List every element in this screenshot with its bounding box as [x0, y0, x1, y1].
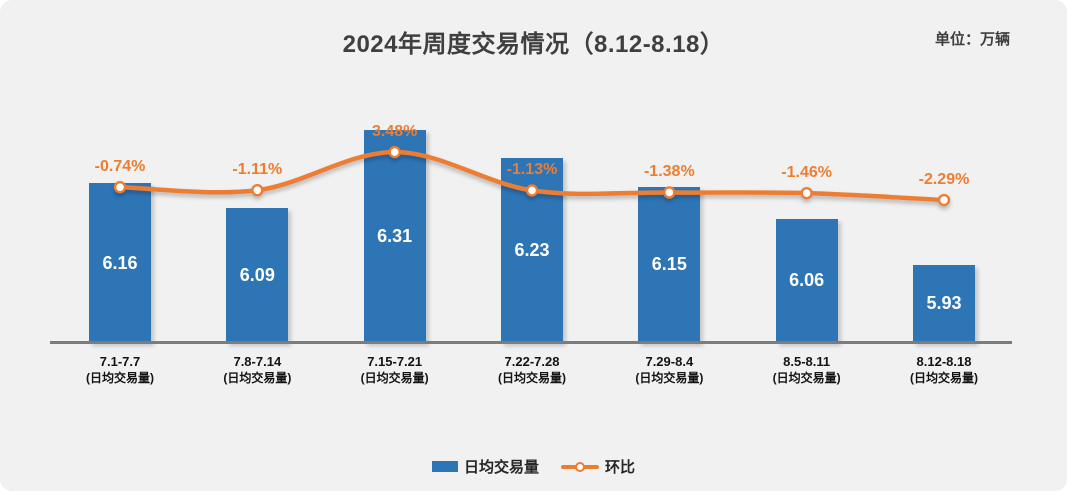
bar: 6.31 [363, 130, 426, 343]
x-axis-label: 7.15-7.21 (日均交易量) [325, 353, 465, 387]
x-axis-label-range: 7.22-7.28 [504, 354, 560, 369]
x-axis-label-sub: (日均交易量) [223, 371, 292, 385]
pct-change-label: -1.13% [506, 161, 558, 179]
chart-title: 2024年周度交易情况（8.12-8.18） [342, 31, 725, 58]
line-marker [937, 193, 951, 207]
x-axis-label: 7.29-8.4 (日均交易量) [599, 353, 739, 387]
legend: 日均交易量 环比 [0, 456, 1067, 477]
x-axis-label: 7.1-7.7 (日均交易量) [50, 353, 190, 387]
pct-change-label: -1.11% [232, 161, 283, 179]
pct-change-label: -1.38% [643, 163, 695, 181]
x-axis-label-range: 8.5-8.11 [783, 354, 831, 369]
line-marker [800, 186, 813, 200]
x-axis-label: 8.5-8.11 (日均交易量) [737, 353, 877, 387]
bar-swatch-icon [431, 461, 458, 472]
x-axis-line [50, 341, 1012, 344]
legend-label-line: 环比 [605, 459, 636, 476]
legend-label-bar: 日均交易量 [463, 459, 539, 476]
x-axis-label-sub: (日均交易量) [635, 371, 704, 385]
legend-item-line-series: 环比 [561, 456, 635, 477]
bar-value-label: 6.06 [789, 270, 825, 291]
bar: 6.09 [226, 208, 289, 343]
bar: 6.16 [89, 183, 151, 343]
x-axis-label-sub: (日均交易量) [360, 371, 429, 385]
bar-value-label: 5.93 [926, 293, 962, 314]
x-axis-label-range: 7.1-7.7 [99, 354, 141, 369]
bar: 6.15 [638, 186, 701, 343]
pct-change-label: -2.29% [918, 171, 970, 189]
bar: 5.93 [912, 264, 975, 343]
bar-value-label: 6.15 [651, 254, 687, 275]
x-axis-label-sub: (日均交易量) [909, 371, 978, 385]
pct-change-label: -0.74% [94, 158, 146, 176]
x-axis-label-range: 8.12-8.18 [916, 354, 972, 369]
x-axis-label-sub: (日均交易量) [86, 371, 154, 385]
bar-value-label: 6.09 [239, 265, 275, 286]
bar: 6.06 [775, 218, 838, 343]
x-axis-label-sub: (日均交易量) [772, 371, 841, 385]
x-axis-label-range: 7.29-8.4 [645, 354, 694, 369]
legend-item-bar-series: 日均交易量 [431, 456, 539, 477]
x-axis-label: 8.12-8.18 (日均交易量) [874, 353, 1014, 387]
pct-change-label: -1.46% [781, 164, 833, 182]
unit-label: 单位：万辆 [934, 31, 1010, 48]
x-axis-label-range: 7.15-7.21 [367, 354, 423, 369]
pct-change-label: 3.48% [371, 123, 418, 141]
x-axis-label: 7.8-7.14 (日均交易量) [187, 353, 327, 387]
bar-value-label: 6.23 [514, 240, 550, 261]
x-axis-label-range: 7.8-7.14 [233, 354, 282, 369]
line-marker [251, 184, 264, 197]
line-swatch-dot [575, 461, 585, 472]
bar: 6.23 [500, 158, 563, 343]
bar-value-label: 6.16 [102, 252, 138, 273]
x-axis-label: 7.22-7.28 (日均交易量) [462, 353, 602, 387]
line-marker-swatch-icon [561, 461, 599, 472]
x-axis-label-sub: (日均交易量) [497, 371, 566, 385]
bar-value-label: 6.31 [377, 226, 413, 246]
